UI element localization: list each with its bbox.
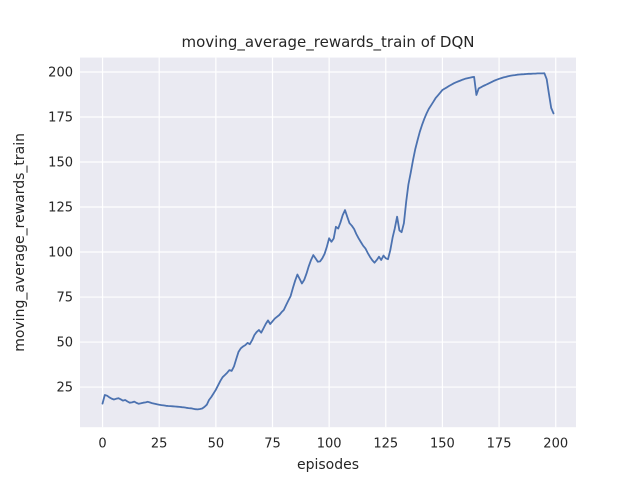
y-tick-label: 75 bbox=[56, 291, 73, 306]
x-tick-label: 150 bbox=[430, 437, 455, 452]
y-tick-label: 200 bbox=[48, 66, 73, 81]
series-line-group bbox=[101, 72, 555, 411]
chart-title: moving_average_rewards_train of DQN bbox=[181, 33, 474, 52]
y-tick-label: 50 bbox=[56, 336, 73, 351]
x-tick-label: 25 bbox=[151, 437, 168, 452]
gridlines bbox=[80, 57, 576, 428]
x-tick-label: 0 bbox=[98, 437, 106, 452]
tick-labels: 0 25 50 75 100 125 150 175 200 25 50 75 100 125 150 175… bbox=[48, 66, 568, 452]
x-tick-label: 50 bbox=[208, 437, 225, 452]
y-tick-label: 25 bbox=[56, 381, 73, 396]
y-tick-label: 125 bbox=[48, 201, 73, 216]
x-tick-label: 200 bbox=[543, 437, 568, 452]
x-tick-label: 125 bbox=[373, 437, 398, 452]
x-tick-label: 100 bbox=[317, 437, 342, 452]
y-axis-label: moving_average_rewards_train bbox=[12, 133, 28, 352]
x-tick-label: 75 bbox=[264, 437, 281, 452]
dqn-reward-line bbox=[101, 72, 555, 411]
y-tick-label: 175 bbox=[48, 111, 73, 126]
x-tick-label: 175 bbox=[487, 437, 512, 452]
y-tick-label: 150 bbox=[48, 156, 73, 171]
x-axis-label: episodes bbox=[297, 457, 359, 473]
y-tick-label: 100 bbox=[48, 246, 73, 261]
